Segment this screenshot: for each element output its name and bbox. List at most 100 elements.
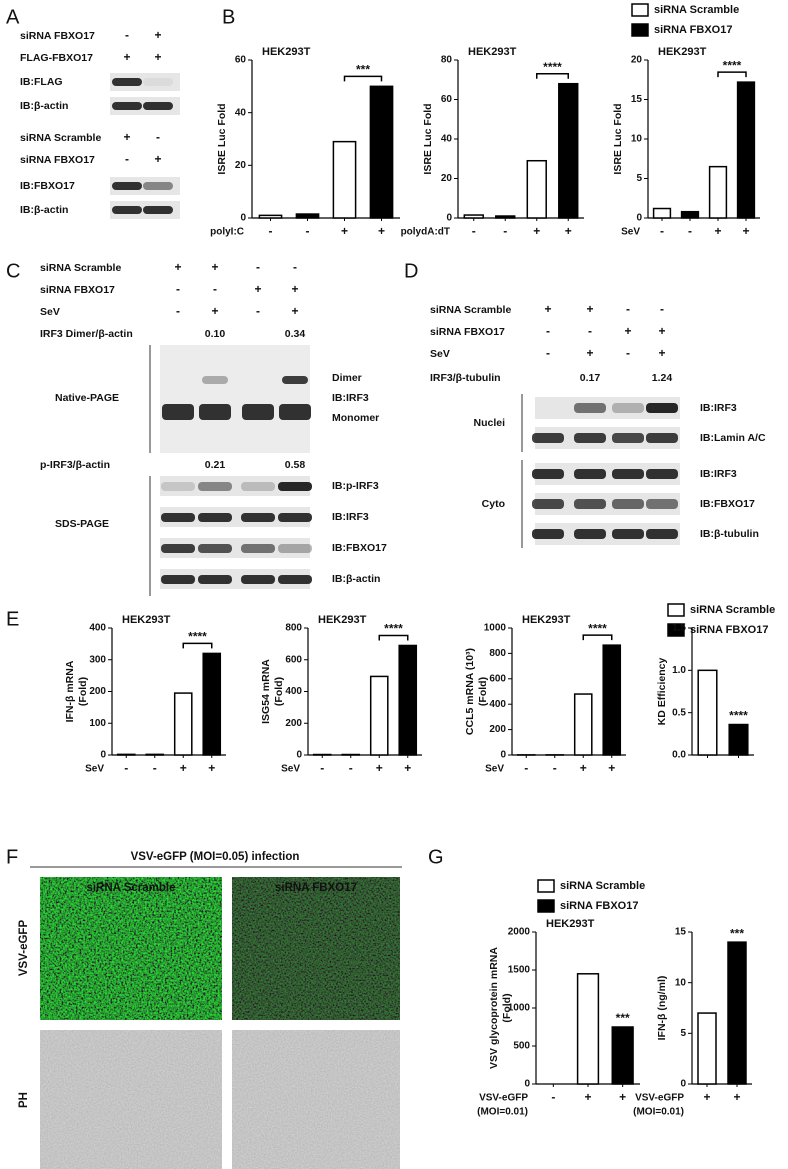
x-tick-label: - — [153, 761, 157, 775]
chart-title: HEK293T — [318, 614, 367, 626]
blot-band — [202, 376, 228, 384]
y-axis-label: (Fold) — [273, 677, 285, 706]
y-tick-label: 40 — [441, 134, 453, 145]
treatment-label: siRNA FBXO17 — [20, 30, 95, 42]
treatment-label: siRNA Scramble — [430, 304, 511, 316]
x-tick-label: + — [208, 761, 215, 775]
y-tick-label: 80 — [441, 55, 453, 66]
sign: + — [658, 346, 665, 360]
x-tick-label: + — [580, 761, 587, 775]
blot-band — [161, 575, 195, 584]
sign: - — [256, 304, 260, 318]
x-tick-label: - — [349, 761, 353, 775]
sign: + — [291, 282, 298, 296]
sign: + — [254, 282, 261, 296]
ratio-value: 0.34 — [285, 328, 306, 340]
bar — [295, 213, 320, 219]
sign: + — [586, 346, 593, 360]
legend-label: siRNA Scramble — [690, 604, 775, 616]
sign: - — [213, 282, 217, 296]
bar — [495, 215, 516, 219]
sign: - — [176, 304, 180, 318]
significance-bracket — [343, 75, 383, 82]
x-tick-label: - — [503, 224, 507, 238]
legend-label: siRNA FBXO17 — [560, 900, 638, 912]
sign: + — [211, 304, 218, 318]
y-tick-label: 10 — [631, 134, 643, 145]
blot-band — [112, 182, 142, 190]
band-label: IB:IRF3 — [332, 392, 369, 404]
panel-title: VSV-eGFP (MOI=0.05) infection — [131, 851, 300, 863]
y-tick-label: 400 — [489, 699, 506, 710]
blot-band — [143, 206, 173, 214]
sign: - — [256, 260, 260, 274]
y-tick-label: 1.5 — [672, 623, 686, 634]
blot — [535, 397, 680, 419]
significance-bracket — [717, 71, 747, 78]
x-row-label: SeV — [485, 764, 504, 775]
sign: + — [544, 302, 551, 316]
blot-band — [532, 529, 564, 539]
blot — [535, 493, 680, 515]
bar — [736, 81, 756, 219]
group-label: Nuclei — [473, 417, 505, 429]
blot-label: IB:Lamin A/C — [700, 432, 766, 444]
bar — [697, 1012, 717, 1085]
bar — [708, 165, 728, 219]
significance: **** — [729, 709, 748, 723]
blot-band — [574, 529, 606, 539]
significance: **** — [723, 58, 742, 72]
y-tick-label: 400 — [89, 623, 106, 634]
bar — [116, 753, 136, 756]
x-tick-label: + — [404, 761, 411, 775]
significance-bracket — [378, 634, 409, 641]
legend-swatch — [631, 23, 649, 37]
blot-band — [612, 403, 644, 413]
significance: **** — [188, 630, 207, 644]
x-tick-label: - — [472, 224, 476, 238]
blot-band — [278, 544, 312, 553]
blot-band — [198, 544, 232, 553]
blot-band — [198, 513, 232, 522]
ratio-value: 0.10 — [205, 328, 226, 340]
ph-image — [40, 1030, 222, 1169]
blot-band — [278, 482, 312, 491]
sign: + — [174, 260, 181, 274]
blot-label: IB:β-actin — [332, 573, 380, 585]
bar — [145, 753, 165, 756]
y-tick-label: 20 — [235, 160, 247, 171]
bar — [369, 675, 389, 756]
bar — [369, 85, 394, 219]
significance-bracket — [182, 642, 213, 649]
label: IRF3 Dimer/β-actin — [40, 328, 133, 340]
y-axis-label: (Fold) — [477, 677, 489, 706]
label: SDS-PAGE — [55, 518, 109, 530]
ratio-value: 0.17 — [580, 372, 601, 384]
column-label: siRNA FBXO17 — [275, 882, 357, 894]
bar — [202, 652, 222, 756]
blot-band — [574, 499, 606, 509]
blot-band — [278, 513, 312, 522]
treatment-label: SeV — [40, 306, 60, 318]
label: Native-PAGE — [55, 392, 119, 404]
blot — [535, 427, 680, 449]
y-axis-label: ISRE Luc Fold — [422, 103, 434, 174]
sign: - — [546, 324, 550, 338]
blot-band — [161, 513, 195, 522]
band-label: Dimer — [332, 372, 362, 384]
legend-swatch — [537, 879, 555, 893]
blot — [160, 476, 310, 496]
blot-band — [646, 403, 678, 413]
x-tick-label: + — [565, 224, 572, 238]
chart-title: HEK293T — [522, 614, 571, 626]
blot-label: IB:IRF3 — [700, 468, 737, 480]
label: p-IRF3/β-actin — [40, 459, 110, 471]
x-tick-label: + — [619, 1090, 626, 1104]
y-axis-label: ISRE Luc Fold — [216, 103, 228, 174]
y-axis-label: (Fold) — [501, 993, 513, 1022]
panel-letter: E — [6, 608, 19, 630]
bar — [558, 82, 579, 219]
treatment-label: FLAG-FBXO17 — [20, 52, 93, 64]
blot — [535, 523, 680, 545]
sign: + — [658, 324, 665, 338]
